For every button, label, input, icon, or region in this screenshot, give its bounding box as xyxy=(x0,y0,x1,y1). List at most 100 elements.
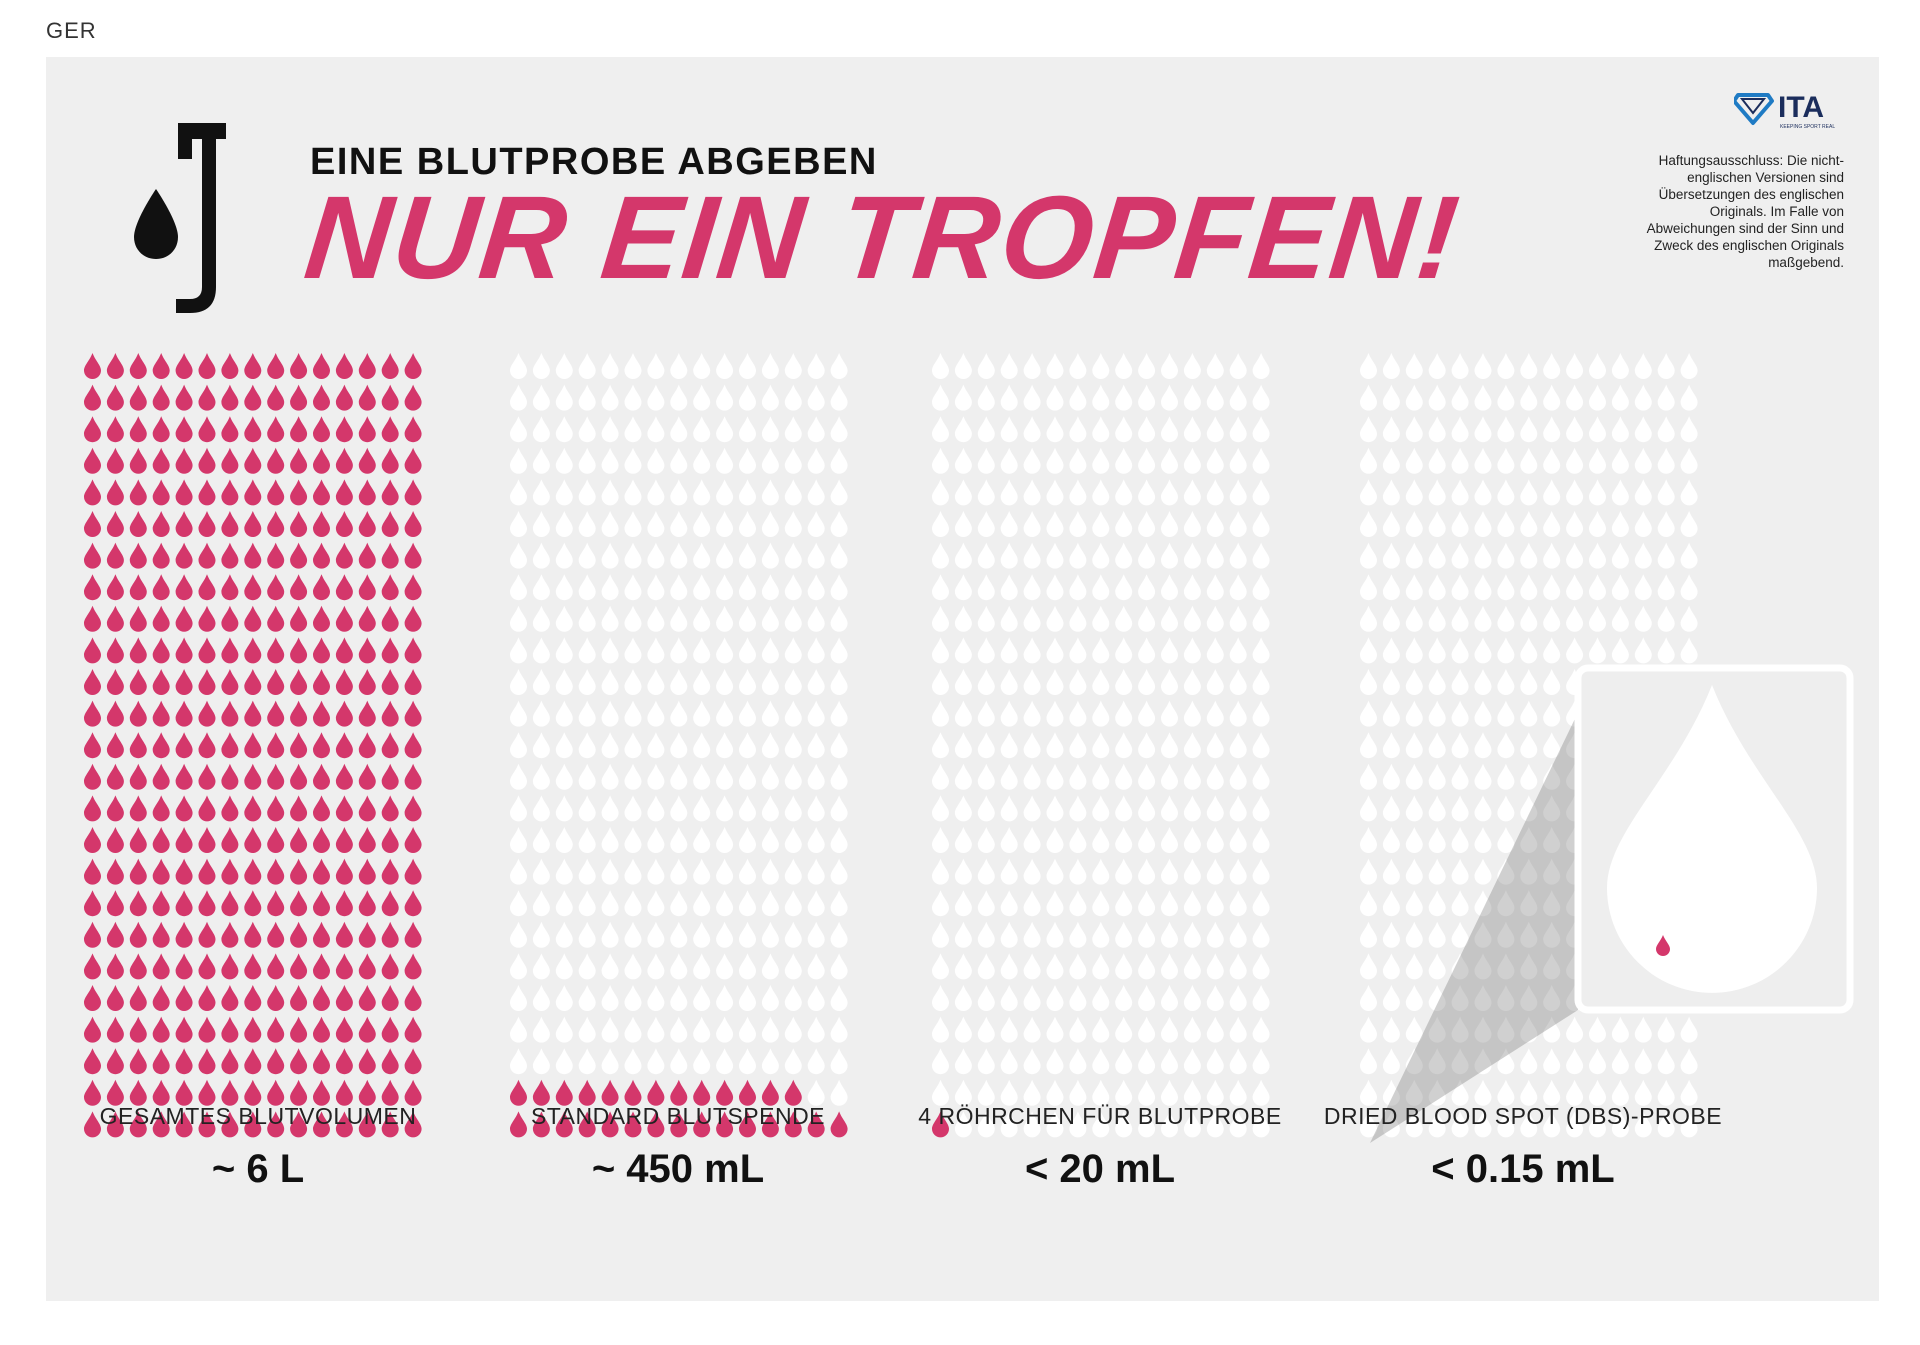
empty-drop xyxy=(1023,542,1041,569)
empty-drop xyxy=(977,353,995,379)
empty-drop xyxy=(670,416,688,443)
empty-drop xyxy=(1229,605,1247,632)
empty-drop xyxy=(932,795,949,822)
empty-drop xyxy=(932,1048,949,1075)
empty-drop xyxy=(624,763,642,790)
empty-drop xyxy=(510,605,527,632)
empty-drop xyxy=(1680,542,1698,569)
empty-drop xyxy=(670,1048,688,1075)
empty-drop xyxy=(1451,447,1469,474)
empty-drop xyxy=(716,700,734,727)
empty-drop xyxy=(1138,353,1156,379)
empty-drop xyxy=(977,384,995,411)
empty-drop xyxy=(1069,511,1087,537)
filled-drop xyxy=(761,1111,779,1138)
filled-drop xyxy=(221,1111,239,1138)
filled-drop xyxy=(152,353,170,379)
filled-drop xyxy=(221,890,239,917)
empty-drop xyxy=(1229,953,1247,980)
empty-drop xyxy=(1252,763,1270,790)
filled-drop xyxy=(647,1079,665,1106)
empty-drop xyxy=(977,858,995,885)
filled-drop xyxy=(84,384,101,411)
empty-drop xyxy=(830,763,848,790)
empty-drop xyxy=(670,890,688,917)
empty-drop xyxy=(830,416,848,443)
empty-drop xyxy=(1229,921,1247,948)
empty-drop xyxy=(693,953,711,980)
empty-drop xyxy=(1183,574,1201,601)
filled-drop xyxy=(358,827,376,853)
filled-drop xyxy=(175,511,193,537)
empty-drop xyxy=(954,1111,972,1138)
filled-drop xyxy=(129,511,147,537)
filled-drop xyxy=(106,479,124,506)
empty-drop xyxy=(1138,605,1156,632)
filled-drop xyxy=(152,511,170,537)
filled-drop xyxy=(290,921,308,948)
empty-drop xyxy=(932,669,949,695)
empty-drop xyxy=(1138,1048,1156,1075)
empty-drop xyxy=(830,732,848,759)
filled-drop xyxy=(404,479,422,506)
filled-drop xyxy=(198,542,216,569)
empty-drop xyxy=(1229,479,1247,506)
filled-drop xyxy=(381,479,399,506)
empty-drop xyxy=(1657,447,1675,474)
empty-drop xyxy=(1382,637,1400,664)
empty-drop xyxy=(1046,416,1064,443)
empty-drop xyxy=(1092,953,1110,980)
empty-drop xyxy=(601,384,619,411)
filled-drop xyxy=(358,1048,376,1075)
empty-drop xyxy=(1428,447,1446,474)
filled-drop xyxy=(221,605,239,632)
filled-drop xyxy=(739,1079,756,1106)
empty-drop xyxy=(1611,574,1629,601)
empty-drop xyxy=(739,890,756,917)
empty-drop xyxy=(578,700,596,727)
filled-drop xyxy=(84,1079,101,1106)
empty-drop xyxy=(1680,574,1698,601)
empty-drop xyxy=(555,605,573,632)
filled-drop xyxy=(198,732,216,759)
empty-drop xyxy=(1252,353,1270,379)
empty-drop xyxy=(1229,1111,1247,1138)
empty-drop xyxy=(1229,827,1247,853)
empty-drop xyxy=(1360,574,1377,601)
empty-drop xyxy=(601,858,619,885)
empty-drop xyxy=(693,763,711,790)
empty-drop xyxy=(1451,416,1469,443)
empty-drop xyxy=(1046,353,1064,379)
empty-drop xyxy=(1092,890,1110,917)
empty-drop xyxy=(1023,1048,1041,1075)
filled-drop xyxy=(175,637,193,664)
empty-drop xyxy=(1206,795,1224,822)
empty-drop xyxy=(1161,353,1178,379)
empty-drop xyxy=(693,605,711,632)
empty-drop xyxy=(1183,827,1201,853)
empty-drop xyxy=(1092,763,1110,790)
filled-drop xyxy=(532,1079,550,1106)
dbs-zoom-inset xyxy=(1370,664,1854,1143)
filled-drop xyxy=(267,1079,285,1106)
empty-drop xyxy=(932,1016,949,1043)
empty-drop xyxy=(1566,416,1584,443)
empty-drop xyxy=(1229,416,1247,443)
empty-drop xyxy=(1474,1016,1492,1043)
empty-drop xyxy=(510,763,527,790)
filled-drop xyxy=(358,605,376,632)
filled-drop xyxy=(175,890,193,917)
empty-drop xyxy=(1360,763,1377,790)
empty-drop xyxy=(977,542,995,569)
filled-drop xyxy=(555,1079,573,1106)
empty-drop xyxy=(555,669,573,695)
filled-drop xyxy=(198,1079,216,1106)
empty-drop xyxy=(1474,637,1492,664)
empty-drop xyxy=(1360,953,1377,980)
empty-drop xyxy=(1360,669,1377,695)
filled-drop xyxy=(290,447,308,474)
filled-drop xyxy=(624,1079,642,1106)
empty-drop xyxy=(784,669,802,695)
empty-drop xyxy=(1229,858,1247,885)
empty-drop xyxy=(1680,447,1698,474)
